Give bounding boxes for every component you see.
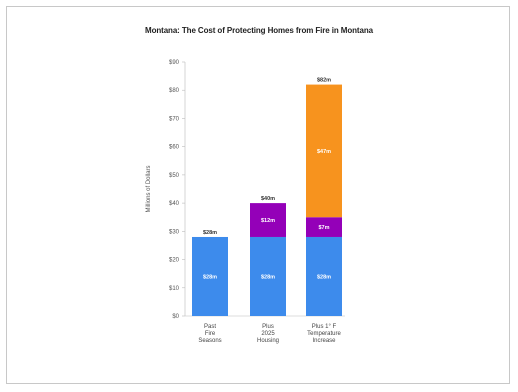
y-axis-label: Millions of Dollars: [146, 165, 152, 212]
x-category-label: Plus: [262, 324, 274, 330]
x-category-label: Plus 1° F: [312, 324, 337, 330]
bar-segment: [192, 236, 228, 316]
y-tick-label: $80: [169, 88, 180, 94]
x-category-label: Past: [204, 324, 216, 330]
bar-segment: [306, 84, 342, 218]
x-category-label: Housing: [257, 338, 279, 344]
bar-total-label: $40m: [261, 196, 275, 202]
bar-value-label: $12m: [261, 218, 275, 224]
x-category-label: Fire: [205, 331, 216, 337]
bar-value-label: $28m: [203, 274, 217, 280]
bar-value-label: $28m: [261, 274, 275, 280]
bar-segment: [250, 203, 286, 237]
y-tick-label: $70: [169, 116, 180, 122]
bar-segment: [250, 236, 286, 316]
y-tick-label: $50: [169, 173, 180, 179]
y-tick-label: $0: [172, 314, 179, 320]
bar-segment: [306, 236, 342, 316]
x-category-label: Increase: [312, 338, 336, 344]
bar-value-label: $47m: [317, 149, 331, 155]
y-tick-label: $60: [169, 145, 180, 151]
chart-frame: [6, 6, 510, 384]
y-tick-label: $90: [169, 60, 180, 66]
chart-title: Montana: The Cost of Protecting Homes fr…: [145, 26, 373, 35]
bar-segment: [306, 217, 342, 237]
bar-total-label: $82m: [317, 78, 331, 84]
y-tick-label: $20: [169, 258, 180, 264]
y-tick-label: $40: [169, 201, 180, 207]
x-category-label: Temperature: [307, 331, 341, 337]
x-category-label: 2025: [261, 331, 275, 337]
bar-value-label: $28m: [317, 274, 331, 280]
y-tick-label: $10: [169, 286, 180, 292]
y-tick-label: $30: [169, 229, 180, 235]
bar-total-label: $28m: [203, 230, 217, 236]
x-category-label: Seasons: [198, 338, 221, 344]
bar-value-label: $7m: [318, 225, 329, 231]
